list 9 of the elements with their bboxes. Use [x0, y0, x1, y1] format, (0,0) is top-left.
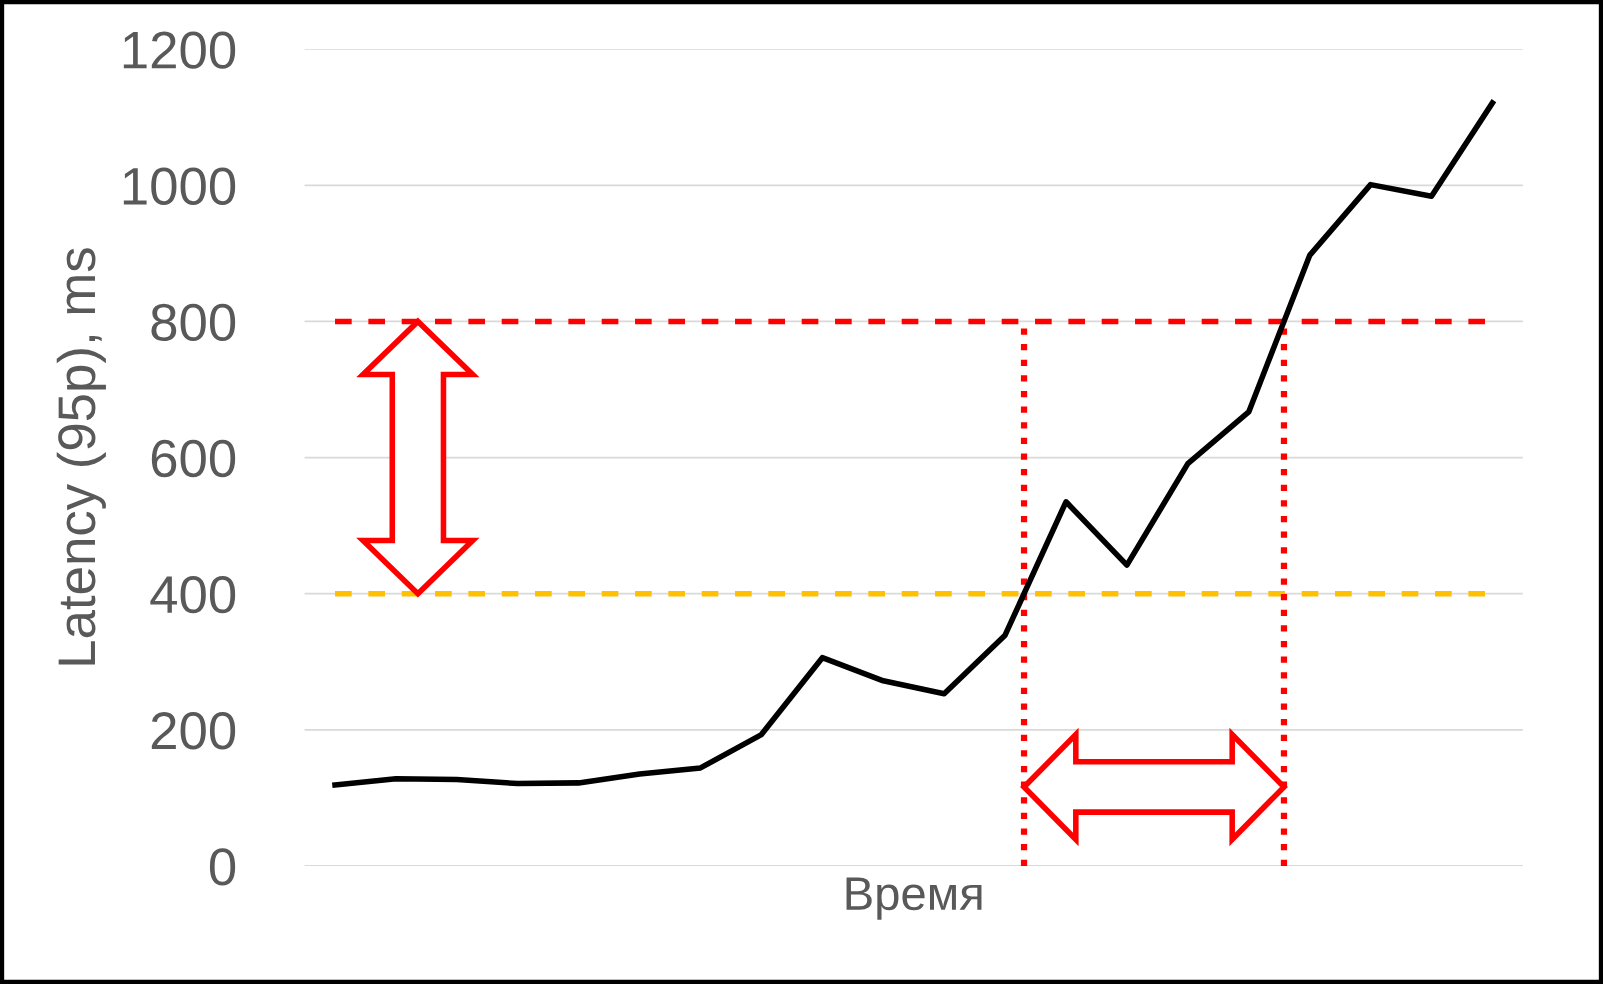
- y-tick-label: 400: [150, 575, 236, 614]
- y-tick-label: 1200: [123, 31, 236, 69]
- y-axis-title: Latency (95p), ms: [56, 248, 106, 665]
- y-tick-label: 200: [151, 712, 236, 750]
- y-tick-label: 800: [151, 303, 236, 342]
- y-tick-label: 0: [209, 848, 236, 886]
- y-tick-label: 1000: [123, 167, 236, 205]
- x-axis-title: Время: [846, 877, 982, 920]
- y-tick-label: 600: [151, 439, 236, 478]
